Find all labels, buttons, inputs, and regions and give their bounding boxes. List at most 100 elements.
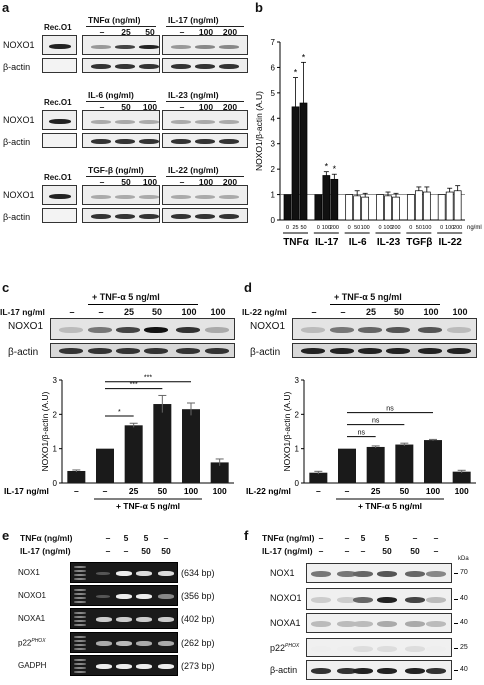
actin-band [195,139,215,144]
actin-band [330,348,354,354]
y-tick-label: 3 [271,140,276,149]
noxo1-band [176,327,200,333]
bar [345,194,354,221]
y-tick-label: 1 [295,445,300,454]
dose-level: – [179,177,185,187]
e-size-label: (356 bp) [181,591,215,601]
f-il17-level: – [360,546,366,556]
f-blot-row [306,638,452,657]
d-dose-label: IL-22 ng/ml [242,307,287,317]
ladder-band [74,616,86,618]
dose-level: – [179,27,185,37]
actin-band [144,348,168,354]
ladder-band [74,636,86,638]
group-header: TGF-β (ng/ml) [88,165,144,175]
rec-band [49,194,71,199]
bar [445,191,454,221]
actin-band [176,348,200,354]
actin-band [88,348,112,354]
f-band [337,645,357,652]
row-label-noxo1: NOXO1 [3,115,35,125]
pcr-band [136,664,152,669]
e-size-label: (273 bp) [181,661,215,671]
f-band [311,597,331,603]
significance-star: * [333,164,337,174]
dose-level: 200 [222,102,238,112]
noxo1-band [59,327,83,333]
bar [384,195,392,221]
pcr-band [116,571,132,576]
comparison-label: ns [372,418,380,425]
bar [124,425,143,483]
e-tnf-level: 5 [143,533,149,543]
x-tick-label: 100 [426,486,440,496]
x-tick-label: – [345,486,350,496]
bar [314,194,323,221]
f-tnf-level: 5 [360,533,366,543]
comparison-label: ns [386,406,394,413]
actin-band [171,214,191,219]
noxo1-band [418,327,442,333]
bar [291,106,300,221]
group-header: IL-22 (ng/ml) [168,165,219,175]
actin-band [115,139,135,144]
blot-noxo1 [82,185,160,205]
actin-band [115,214,135,219]
lane-label: – [311,307,317,317]
x-sub-label: 50 [354,225,360,231]
dose-level: 100 [198,27,214,37]
x-sub-label: 100 [383,225,392,231]
x-sub-label: 200 [330,225,339,231]
lane-label: 100 [210,307,226,317]
f-row-label: NOXA1 [270,618,301,628]
lane-label: – [98,307,104,317]
f-row-label: NOX1 [270,568,295,578]
blot-actin [82,58,160,73]
bar [414,190,423,221]
noxo1-band [358,327,382,333]
x-sub-label: 25 [292,225,298,231]
actin-band [171,139,191,144]
blot-noxo1 [82,110,160,130]
dose-level: 200 [222,177,238,187]
ladder-band [74,624,86,626]
d-row-actin: β-actin [250,347,281,358]
f-tnf-level: 5 [384,533,390,543]
ladder-band [74,663,86,665]
tnf-footer: + TNF-α 5 ng/ml [358,501,422,511]
f-band [353,668,373,674]
x-sub-label: 0 [286,225,289,231]
c-row-actin: β-actin [8,347,39,358]
marker-tick [454,599,458,600]
pcr-band-faint [96,595,110,598]
actin-band [139,64,159,69]
bar [96,448,114,483]
f-il17-level: 50 [410,546,420,556]
comparison-label: *** [144,375,152,382]
dose-level: – [179,102,185,112]
bar [452,471,471,483]
bar [153,404,172,483]
e-il17-level: – [105,546,111,556]
pcr-band [136,594,152,599]
f-tnf-level: – [344,533,350,543]
lane-label: 50 [393,307,404,317]
noxo1-band [139,120,159,124]
panel-f-label: f [244,528,249,543]
c-row-noxo1: NOXO1 [8,321,44,332]
pcr-band [96,617,112,622]
y-tick-label: 1 [53,445,58,454]
x-sub-label: 0 [409,225,412,231]
actin-band [219,139,239,144]
group-header: TNFα (ng/ml) [88,15,141,25]
pcr-band [136,571,152,576]
f-band [377,597,397,603]
blot-actin [82,133,160,148]
lane-label: – [69,307,75,317]
bar [338,448,356,483]
pcr-band [116,641,132,646]
ladder-band [74,593,86,595]
f-blot-row [306,660,452,680]
x-tick-label: 50 [158,486,168,496]
dose-level: 100 [142,177,158,187]
